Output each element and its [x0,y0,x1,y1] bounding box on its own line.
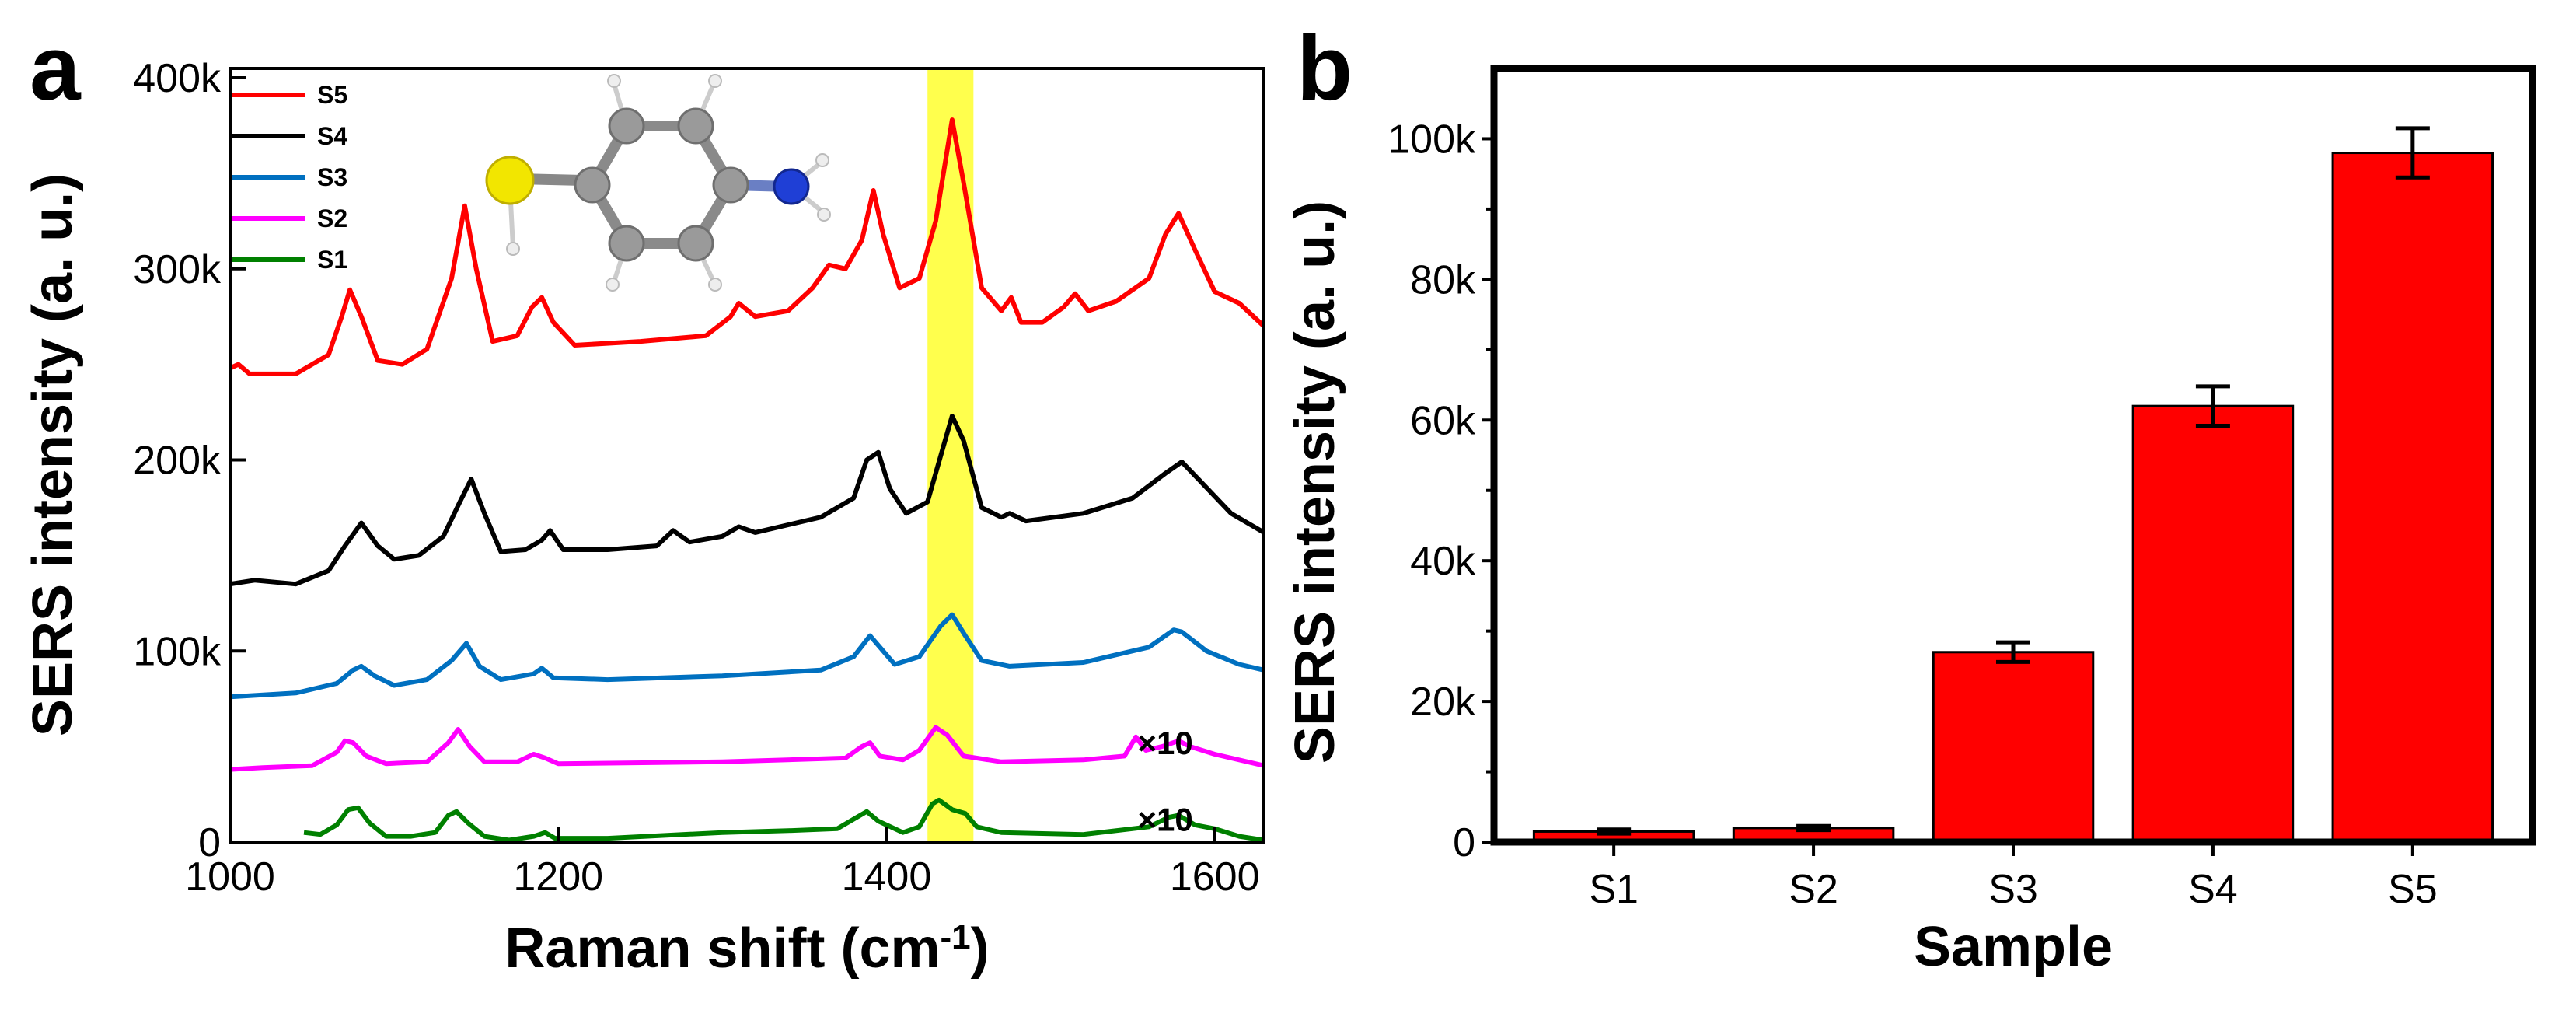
panel-b-y-tick-label: 80k [1410,257,1476,302]
panel-a-legend: S5 S4 S3 S2 S1 [232,81,347,274]
panel-b-bars [1532,126,2494,844]
panel-b-x-tick-label: S1 [1589,867,1639,912]
panel-a-y-tick-label: 100k [133,629,222,674]
panel-b-x-axis-label: Sample [1914,916,2113,978]
panel-b-y-tick-label: 100k [1387,117,1476,162]
panel-a-y-tick-label: 200k [133,439,222,484]
x-axis-label-superscript: -1 [941,918,971,956]
panel-b-y-tick-label: 40k [1410,539,1476,584]
panel-b: S1 S2 S3 S4 S5 0 20k 40k 60k 80k 100k b SERS inten… [1284,17,2536,978]
panel-a-series-group [229,117,1266,843]
spectrum-line-s3 [229,612,1265,700]
panel-b-axes: S1 S2 S3 S4 S5 0 20k 40k 60k 80k 100k [1387,117,2437,912]
spectrum-line-s1 [303,797,1265,843]
legend-label-s4: S4 [317,122,347,150]
panel-a-x-tick-label: 1600 [1170,854,1260,900]
panel-a-annotations: ×10 ×10 [1137,725,1192,837]
panel-b-x-tick-label: S4 [2188,867,2238,912]
x-axis-label-main: Raman shift (cm [504,917,940,980]
legend-label-s1: S1 [317,246,347,274]
x-axis-label-close: ) [971,917,990,980]
panel-a-x-tick-label: 1000 [185,854,275,900]
scale-annotation: ×10 [1137,802,1192,838]
panel-b-x-tick-label: S5 [2388,867,2438,912]
panel-a-x-tick-label: 1400 [842,854,932,900]
molecule-illustration [485,74,831,292]
panel-a-y-tick-label: 400k [133,56,222,101]
spectrum-line-s5 [229,117,1266,376]
bar-s5 [2331,152,2494,844]
panel-b-x-tick-label: S3 [1988,867,2038,912]
panel-a-axes: 1000 1200 1400 1600 0 100k 200k 300k 400k [133,56,1259,900]
legend-label-s3: S3 [317,163,347,191]
panel-b-y-tick-label: 60k [1410,398,1476,443]
panel-a-label: a [30,17,82,120]
spectrum-line-s4 [229,414,1265,587]
panel-a-y-axis-label: SERS intensity (a. u.) [22,173,84,736]
bar-s3 [1932,651,2095,844]
panel-b-y-tick-label: 0 [1453,820,1475,865]
panel-a-y-tick-label: 0 [198,820,221,865]
spectrum-line-s2 [229,725,1265,772]
panel-a-y-tick-label: 300k [133,247,222,292]
panel-a-x-tick-label: 1200 [513,854,603,900]
panel-a: 1000 1200 1400 1600 0 100k 200k 300k 400k S5 S4 S3… [22,17,1266,980]
legend-label-s5: S5 [317,81,347,109]
panel-b-y-axis-label: SERS intensity (a. u.) [1284,201,1346,764]
panel-b-y-tick-label: 20k [1410,680,1476,725]
panel-a-x-axis-label: Raman shift (cm-1) [504,917,989,980]
panel-a-frame [229,67,1265,844]
legend-label-s2: S2 [317,204,347,232]
scale-annotation: ×10 [1137,725,1192,761]
bar-s4 [2131,404,2295,844]
panel-b-label: b [1297,17,1353,120]
panel-b-x-tick-label: S2 [1789,867,1838,912]
